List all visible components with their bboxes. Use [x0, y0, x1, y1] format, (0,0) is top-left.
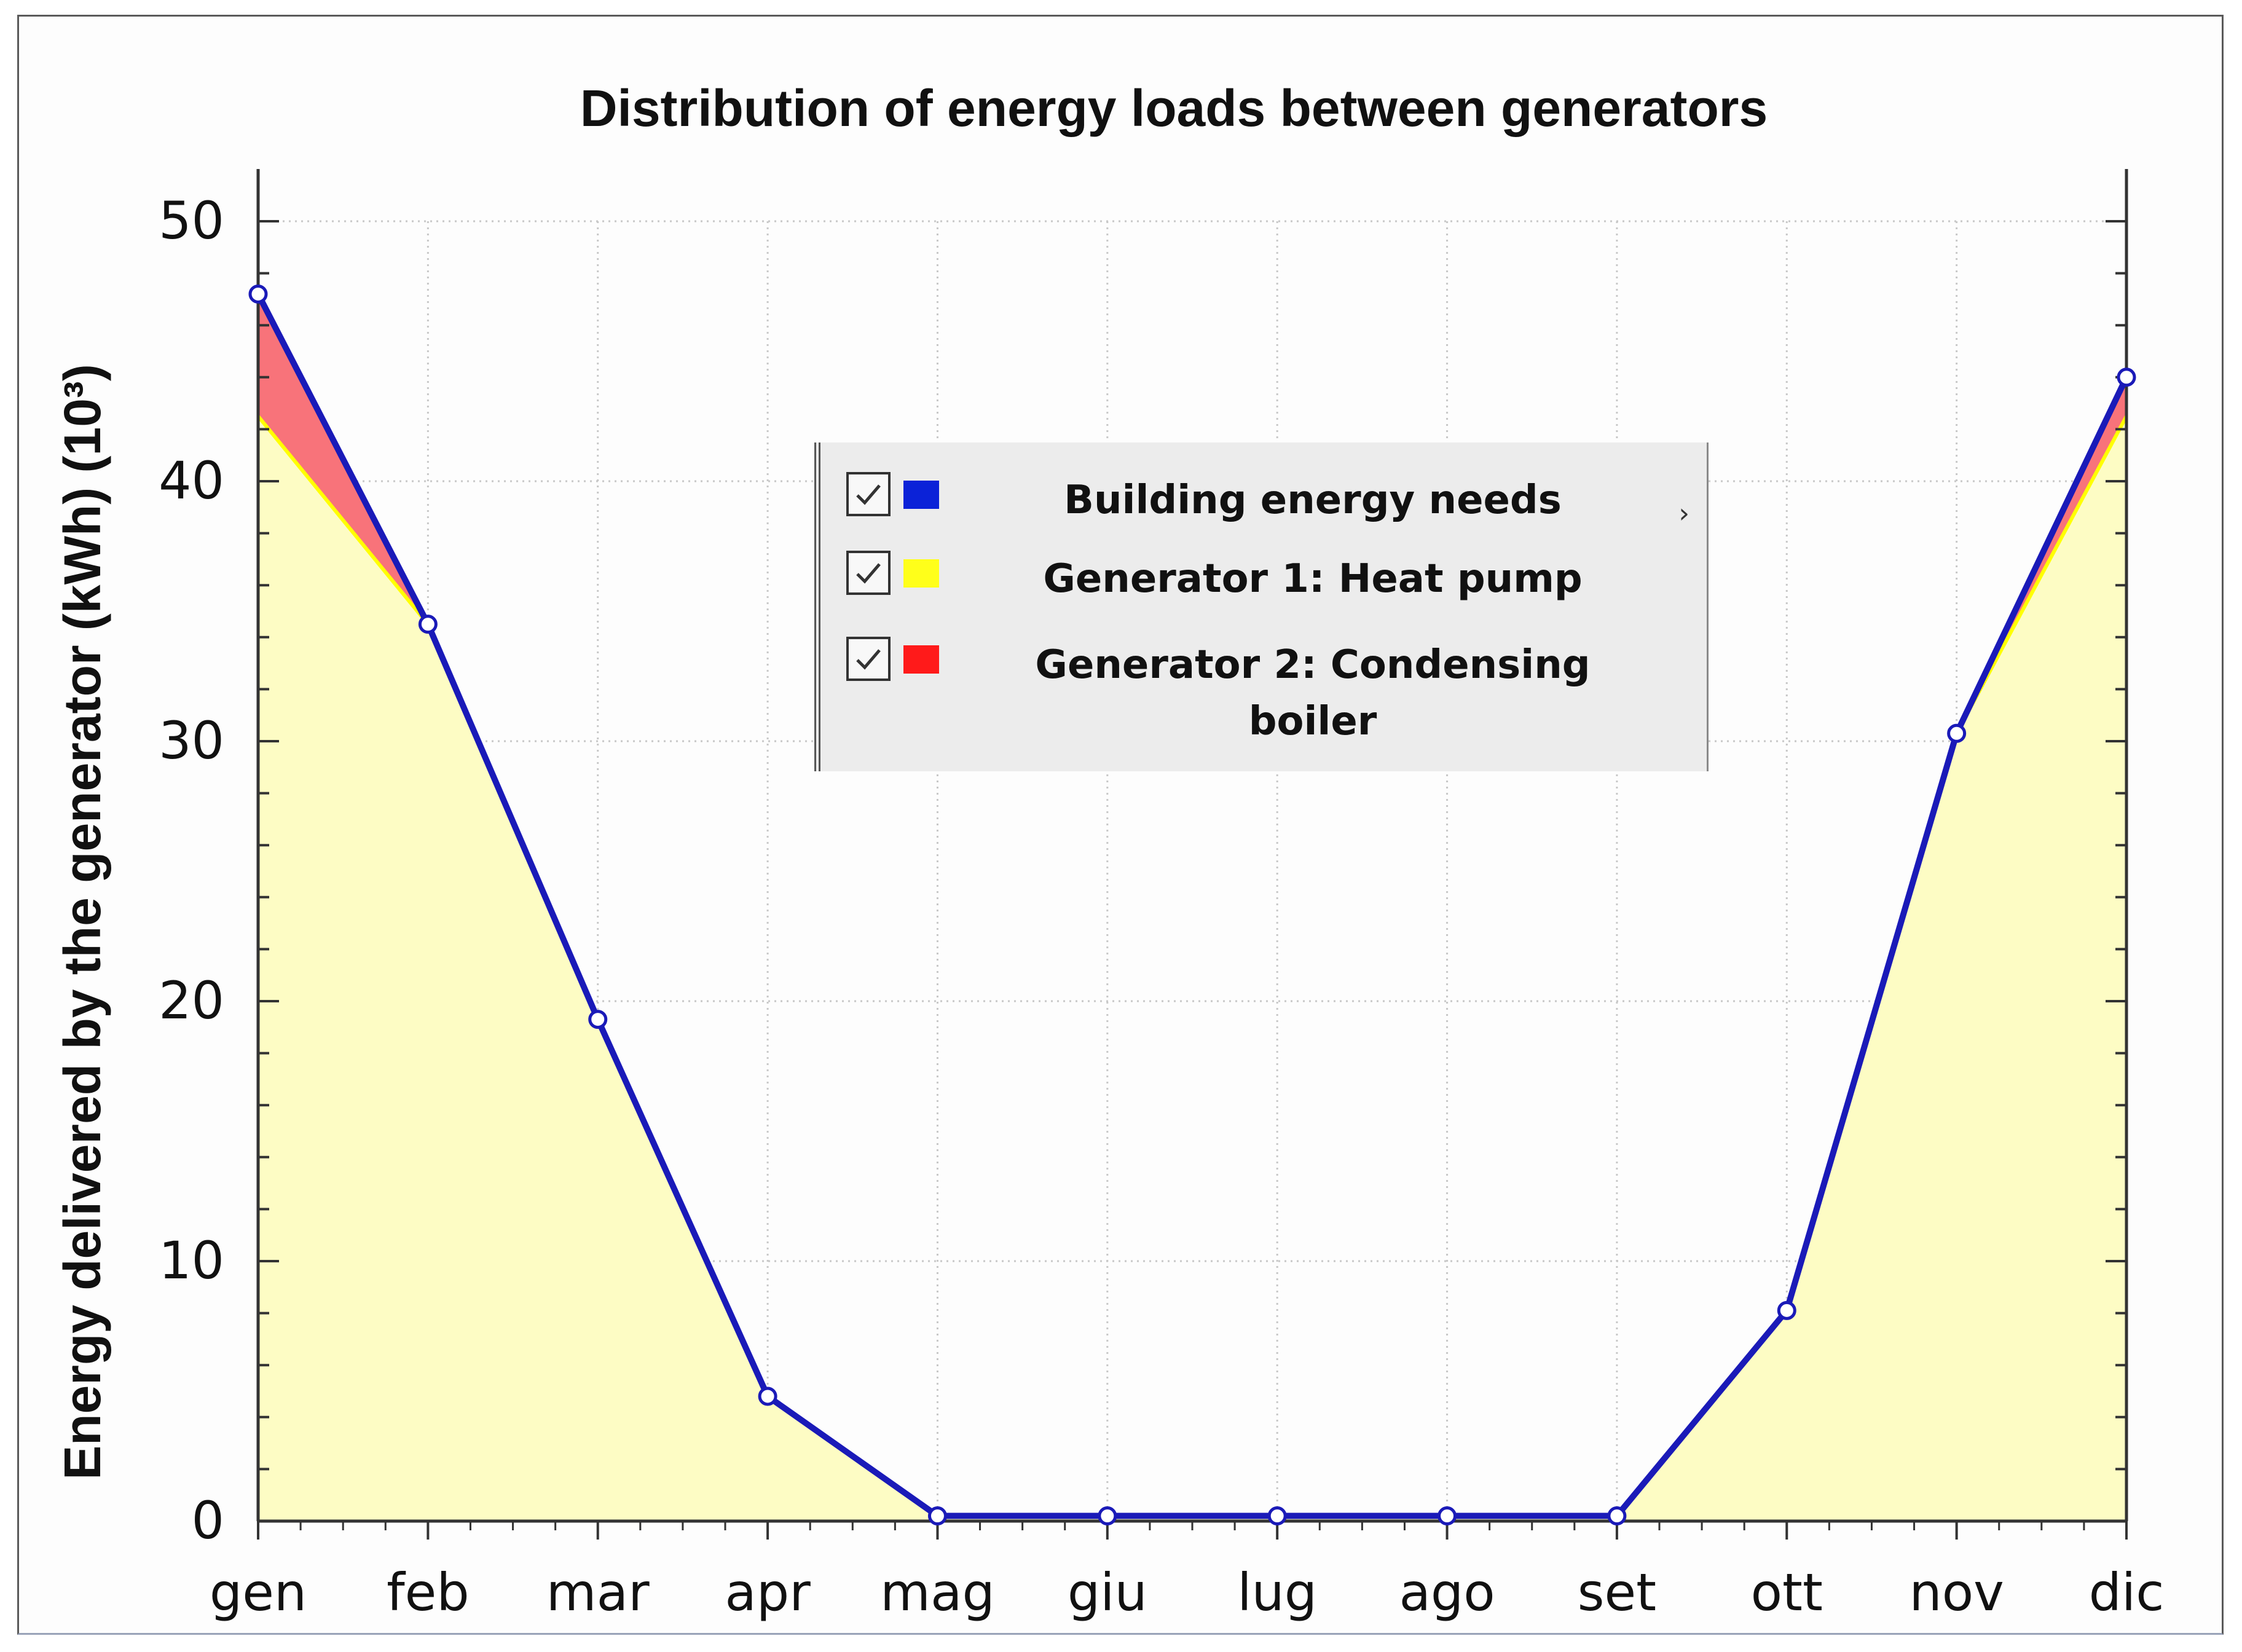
data-point [1098, 1506, 1117, 1526]
legend: Building energy needs › Generator 1: Hea… [814, 442, 1709, 771]
check-icon [856, 649, 881, 670]
y-tick-label: 10 [159, 1230, 224, 1291]
x-tick-label: apr [725, 1562, 811, 1622]
legend-swatch-yellow [903, 559, 939, 588]
x-tick-label: mag [880, 1562, 995, 1622]
legend-swatch-blue [903, 481, 939, 509]
data-point [1777, 1300, 1796, 1320]
data-point [1267, 1506, 1287, 1526]
tick-labels: 0 10 20 30 40 50 gen feb mar apr mag giu lug ago set ot… [159, 191, 2164, 1622]
legend-label: Building energy needs [1064, 478, 1562, 523]
chart-title: Distribution of energy loads between gen… [580, 79, 1768, 137]
legend-item-heat-pump[interactable]: Generator 1: Heat pump [820, 541, 1707, 615]
x-tick-label: ago [1399, 1562, 1495, 1622]
checkbox[interactable] [846, 551, 891, 595]
checkbox[interactable] [846, 472, 891, 516]
line-layer [248, 284, 2136, 1526]
x-tick-label: lug [1237, 1562, 1317, 1622]
check-icon [856, 563, 881, 584]
legend-label: Generator 1: Heat pump [1043, 556, 1583, 602]
data-point [1607, 1506, 1627, 1526]
x-tick-label: nov [1909, 1562, 2004, 1622]
chevron-right-icon: › [1678, 498, 1689, 529]
y-tick-label: 0 [192, 1490, 224, 1551]
legend-swatch-red [903, 645, 939, 674]
y-axis-label: Energy delivered by the generator (kWh) … [53, 364, 111, 1480]
data-point [2117, 368, 2136, 387]
x-tick-label: ott [1751, 1562, 1823, 1622]
checkbox[interactable] [846, 637, 891, 681]
x-tick-label: feb [387, 1562, 470, 1622]
data-point [927, 1506, 947, 1526]
y-tick-label: 40 [159, 450, 224, 511]
data-point [248, 284, 268, 304]
x-tick-label: dic [2089, 1562, 2165, 1622]
legend-label-line1: Generator 2: Condensing [1035, 642, 1591, 688]
axes [256, 169, 2128, 1540]
check-icon [856, 484, 881, 505]
data-point [1438, 1506, 1457, 1526]
data-point [418, 615, 438, 634]
building-energy-needs-line [255, 293, 2130, 1519]
data-point [758, 1386, 777, 1406]
y-tick-label: 50 [159, 191, 224, 251]
x-tick-label: set [1578, 1562, 1656, 1622]
x-tick-label: giu [1068, 1562, 1147, 1622]
data-point [588, 1010, 608, 1029]
legend-item-condensing-boiler[interactable]: Generator 2: Condensing boiler [820, 627, 1707, 762]
legend-item-building-needs[interactable]: Building energy needs › [820, 460, 1707, 533]
y-tick-label: 20 [159, 970, 224, 1031]
x-tick-label: mar [546, 1562, 650, 1622]
heat-pump-area [258, 416, 2126, 1521]
x-tick-label: gen [210, 1562, 307, 1622]
legend-label-line2: boiler [1248, 699, 1377, 744]
data-point [1947, 723, 1967, 743]
y-tick-label: 30 [159, 710, 224, 771]
